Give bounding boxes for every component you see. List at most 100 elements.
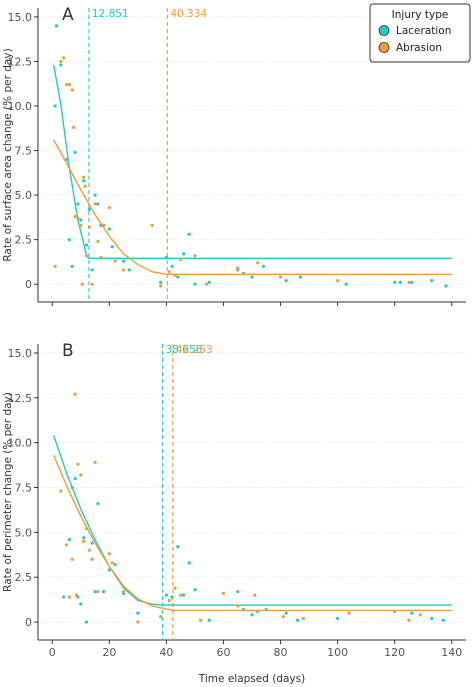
threshold-label: 38.656 [166,344,203,356]
y-tick-label: 12.5 [8,55,33,68]
y-tick-label: 15.0 [8,11,33,24]
data-point [82,175,86,179]
data-point [96,589,100,594]
data-point [72,125,76,129]
data-point [410,280,414,284]
data-point [278,275,283,279]
data-point [110,245,114,249]
data-point [236,604,240,608]
data-point [193,254,197,258]
data-point [336,616,340,621]
legend-label: Laceration [396,25,451,37]
data-point [444,284,448,288]
legend-title: Injury type [392,9,449,21]
data-point [173,586,177,590]
fit-curve [53,64,452,260]
data-point [344,282,348,286]
y-tick-label: 0 [25,616,32,629]
data-point [79,223,83,227]
data-point [253,593,257,597]
x-tick-label: 100 [327,646,348,659]
x-tick-label: 140 [441,646,462,659]
data-point [159,280,163,284]
data-point [107,227,111,231]
data-point [99,255,103,260]
data-point [187,561,191,565]
data-point [236,266,240,270]
data-point [90,268,94,272]
data-point [73,150,77,154]
data-point [221,591,226,595]
data-point [150,223,154,227]
data-point [170,595,174,599]
fit-curve [53,454,452,612]
data-point [193,282,197,286]
data-point [87,548,91,552]
legend-box [369,3,471,63]
data-point [164,593,168,597]
data-point [159,615,163,619]
data-point [67,537,71,542]
data-point [79,218,83,222]
data-point [79,602,83,606]
data-point [127,268,131,272]
data-point [296,618,300,622]
x-tick-label: 20 [102,646,116,659]
data-point [193,588,197,592]
data-point [410,611,414,615]
data-point [73,476,77,481]
threshold-label: 42.253 [176,344,213,356]
data-point [82,536,86,540]
data-point [167,598,171,603]
data-point [54,24,59,28]
legend: Injury type Laceration Abrasion [369,3,471,63]
x-tick-label: 120 [384,646,405,659]
data-point [250,613,254,617]
data-point [76,202,80,206]
legend-marker [378,42,390,53]
data-point [122,589,126,594]
data-point [73,392,77,396]
y-axis-title: Rate of perimeter change (% per day) [2,392,14,592]
data-point [113,563,117,567]
data-point [64,543,69,547]
data-point [70,88,74,92]
data-point [159,284,163,288]
y-tick-label: 5.0 [15,189,33,202]
data-point [107,205,111,210]
data-point [179,257,183,261]
data-point [393,280,397,284]
data-point [62,56,66,60]
data-point [176,275,180,279]
data-point [90,541,94,545]
data-point [281,615,285,619]
y-tick-label: 7.5 [15,482,33,495]
threshold-label: 12.851 [92,8,129,20]
data-point [430,279,434,283]
data-point [79,473,83,477]
data-point [407,280,411,284]
data-point [102,589,106,594]
panel-a: 0 2.5 5.0 7.5 10.0 12.5 15.0 Rate of surface ar… [2,5,466,306]
data-point [167,270,171,274]
fit-curve [53,139,452,276]
y-axis-title: Rate of surface area change (% per day) [2,48,14,261]
data-point [53,104,57,108]
data-point [59,489,63,493]
data-point [113,259,117,263]
data-point [87,225,91,229]
data-point [298,275,303,279]
legend-label: Abrasion [396,42,442,54]
data-point [82,179,86,183]
data-point [407,618,411,622]
threshold-label: 40.334 [170,8,207,20]
legend-marker [378,25,390,36]
y-tick-label: 12.5 [8,392,33,405]
data-point [82,539,86,543]
data-point [90,557,94,561]
data-point [84,254,89,258]
data-point [107,568,111,572]
data-point [122,259,126,263]
x-axis-title: Time elapsed (days) [198,673,305,685]
data-point [84,620,89,624]
